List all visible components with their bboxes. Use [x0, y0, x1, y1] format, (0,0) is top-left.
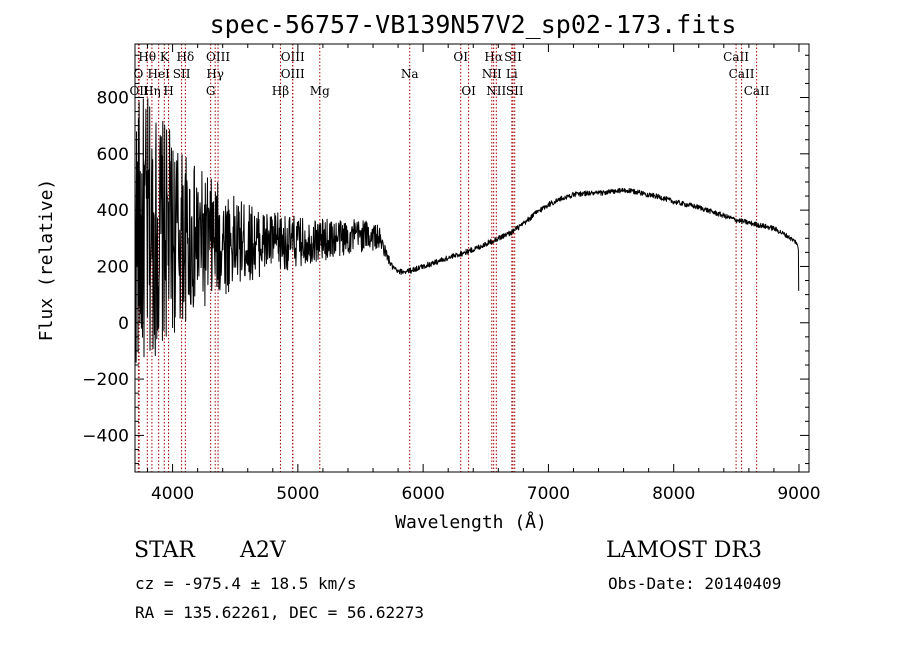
spectrum-series: [134, 98, 800, 363]
x-tick-label: 7000: [527, 484, 570, 504]
spectral-subclass: A2V: [240, 538, 286, 563]
y-tick-label: 0: [118, 314, 129, 334]
x-tick-label: 4000: [151, 484, 194, 504]
line-marker-label: CaII: [723, 50, 749, 64]
x-tick-label: 6000: [402, 484, 445, 504]
y-tick-label: 200: [97, 257, 129, 277]
object-type: STAR: [134, 538, 195, 563]
line-marker-label: Na: [401, 67, 419, 81]
line-marker-label: NII: [486, 84, 506, 98]
y-tick-label: 400: [97, 201, 129, 221]
observation-date: Obs-Date: 20140409: [608, 574, 782, 593]
line-marker-label: NII: [482, 67, 502, 81]
line-marker-label: Hβ: [272, 84, 289, 98]
y-axis-label: Flux (relative): [36, 179, 57, 342]
y-tick-label: −400: [82, 426, 129, 446]
line-marker-label: G: [206, 84, 216, 98]
plot-frame: [134, 43, 810, 473]
line-marker-label: SII: [504, 50, 522, 64]
line-marker-label: O: [133, 67, 143, 81]
line-marker-label: Hα: [484, 50, 503, 64]
line-marker-label: Hη: [143, 84, 161, 98]
line-marker-label: OII: [129, 84, 149, 98]
line-marker-label: Hγ: [206, 67, 224, 81]
spectrum-line: [134, 98, 800, 363]
chart-title: spec-56757-VB139N57V2_sp02-173.fits: [210, 10, 737, 39]
line-marker-label: Li: [506, 67, 518, 81]
line-marker-label: SII: [173, 67, 191, 81]
line-marker-label: OIII: [206, 50, 230, 64]
line-marker-label: OI: [453, 50, 468, 64]
line-marker-label: K: [160, 50, 170, 64]
line-marker-label: HeI: [148, 67, 171, 81]
line-marker-label: Mg: [310, 84, 330, 98]
line-marker-label: CaII: [744, 84, 770, 98]
line-marker-label: SII: [506, 84, 524, 98]
line-marker-label: CaII: [729, 67, 755, 81]
axes: 4000 5000 6000 7000 8000 9000 −400 −200 0 200 400 6…: [82, 44, 821, 504]
y-tick-label: −200: [82, 370, 129, 390]
line-marker-label: OI: [461, 84, 476, 98]
x-tick-label: 5000: [276, 484, 319, 504]
line-marker-label: Hθ: [138, 50, 156, 64]
line-marker-label: OIII: [281, 67, 305, 81]
survey-name: LAMOST DR3: [606, 538, 762, 563]
x-tick-label: 8000: [652, 484, 695, 504]
line-marker-label: Hδ: [177, 50, 195, 64]
line-marker-label: OIII: [281, 50, 305, 64]
y-tick-label: 600: [97, 145, 129, 165]
coordinates: RA = 135.62261, DEC = 56.62273: [135, 603, 424, 622]
y-tick-label: 800: [97, 89, 129, 109]
redshift-cz: cz = -975.4 ± 18.5 km/s: [135, 574, 357, 593]
line-marker-label: H: [163, 84, 173, 98]
x-axis-label: Wavelength (Å): [395, 511, 547, 533]
x-tick-label: 9000: [777, 484, 820, 504]
